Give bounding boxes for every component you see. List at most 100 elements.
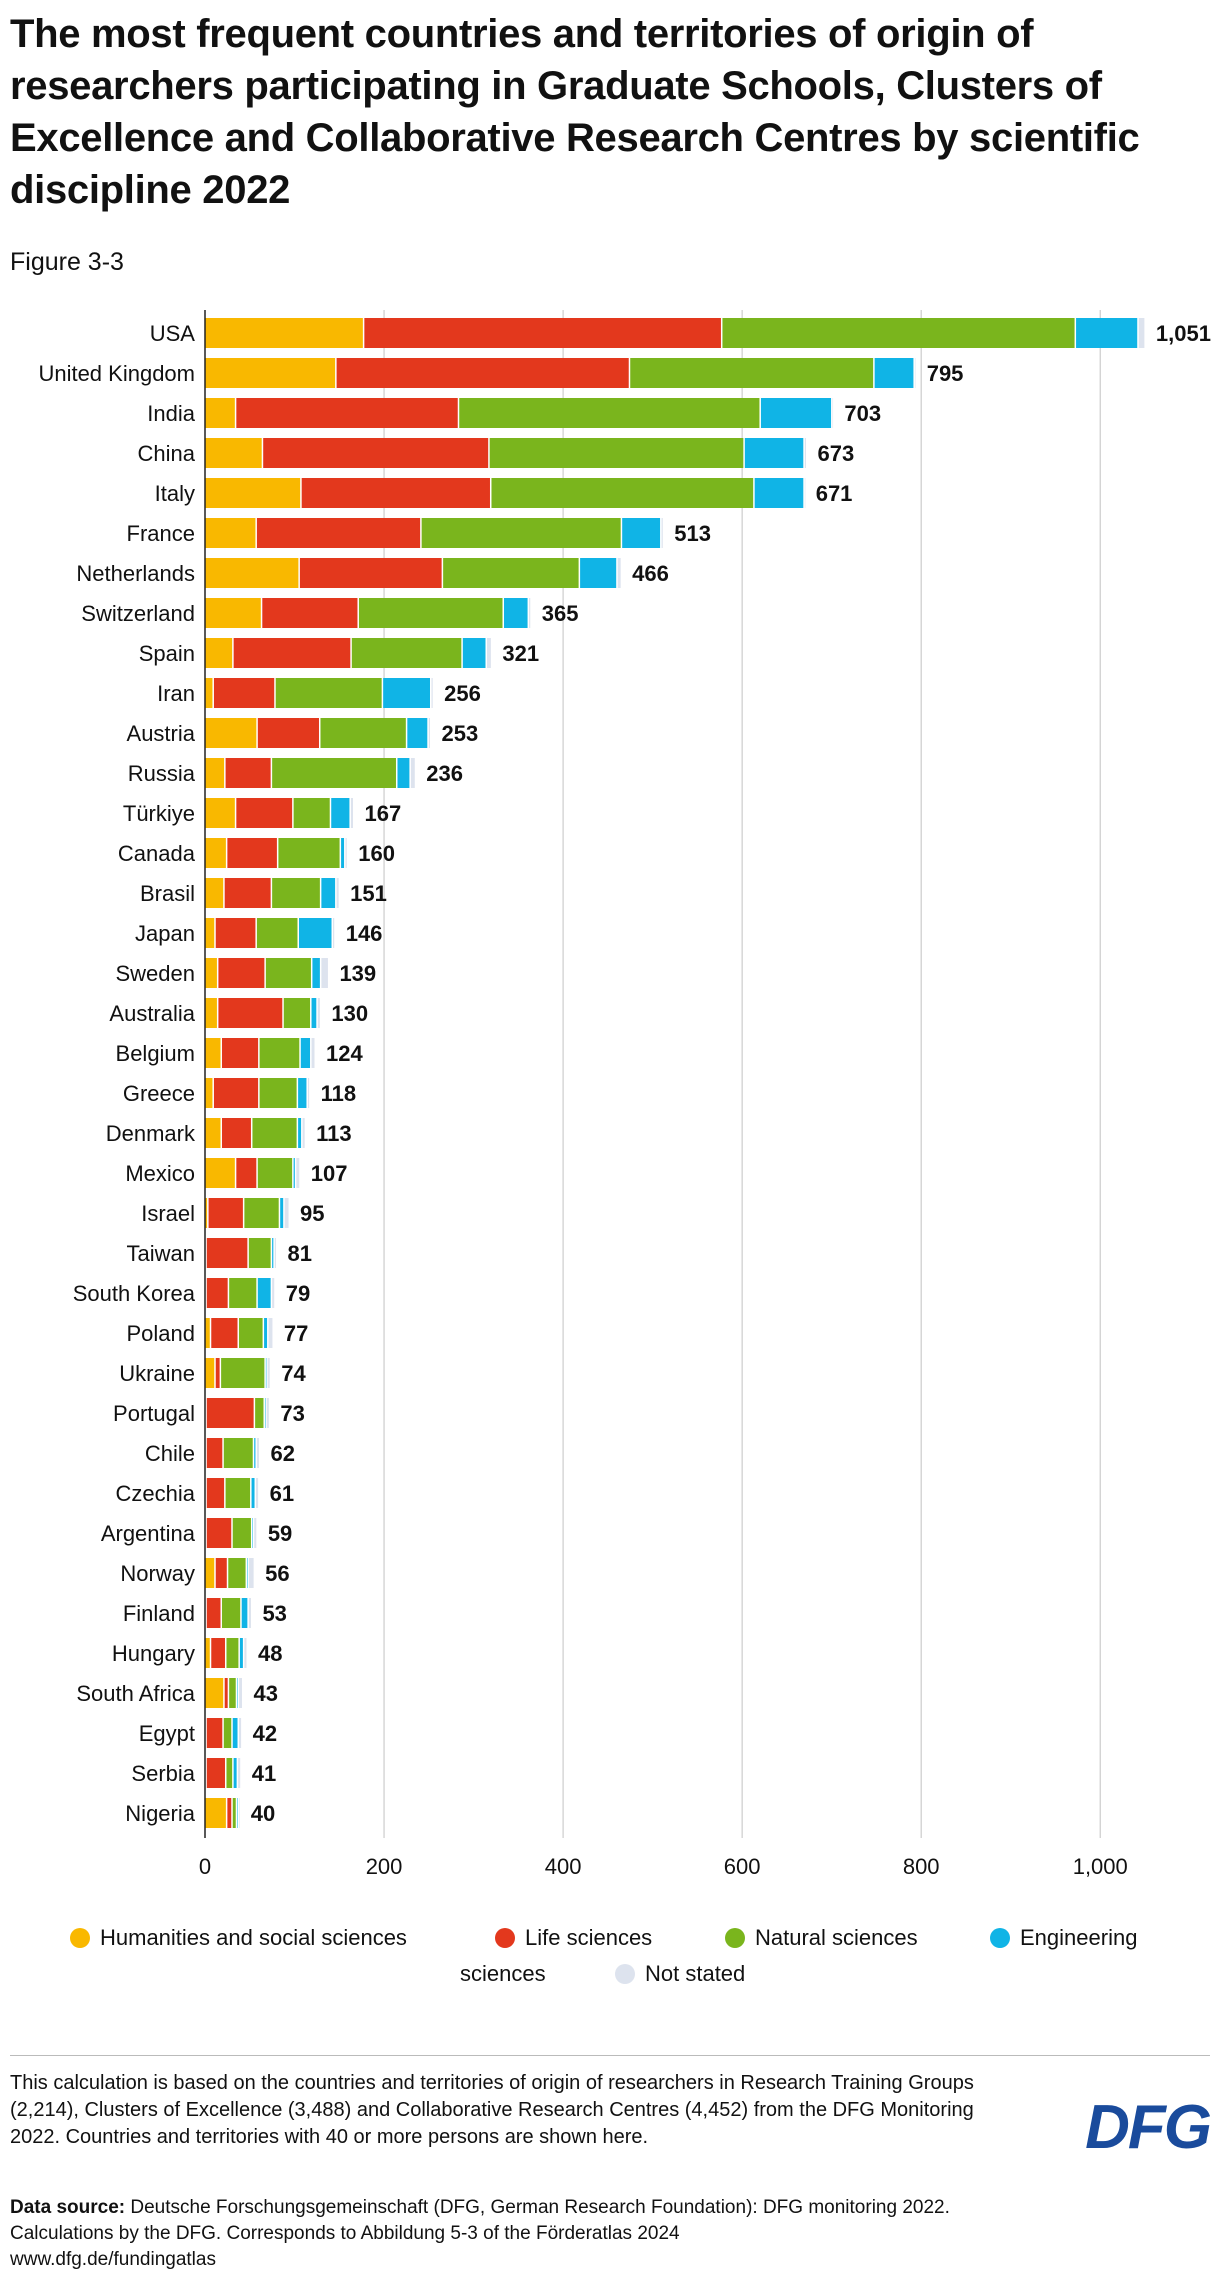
category-label: Belgium (116, 1041, 195, 1066)
bar-segment (206, 1398, 254, 1428)
total-label: 466 (632, 561, 669, 586)
bar-segment (222, 1038, 259, 1068)
bar-segment (225, 1478, 251, 1508)
category-label: United Kingdom (38, 361, 195, 386)
source-text: Deutsche Forschungsgemeinschaft (DFG, Ge… (10, 2197, 950, 2244)
bar-segment (487, 638, 491, 668)
bar-segment (265, 1358, 267, 1388)
category-label: Iran (157, 681, 195, 706)
bar-segment (223, 1718, 232, 1748)
legend-swatch-life-sciences (495, 1928, 515, 1948)
bar-segment (205, 718, 257, 748)
bar-segment (205, 1038, 221, 1068)
bar-segment (914, 358, 916, 388)
bar-segment (239, 1318, 263, 1348)
bar-segment (293, 1158, 295, 1188)
category-label: Taiwan (127, 1241, 195, 1266)
legend-label-sciences: sciences (460, 1961, 546, 1986)
bar-segment (205, 1318, 210, 1348)
bar-segment (237, 1798, 238, 1828)
bar-segment (268, 1318, 273, 1348)
bar-segment (312, 958, 320, 988)
x-tick-label: 600 (724, 1854, 761, 1879)
bar-segment (222, 1118, 251, 1148)
bar-segment (300, 1038, 311, 1068)
legend-swatch-not-stated (615, 1964, 635, 1984)
source-url[interactable]: www.dfg.de/fundingatlas (10, 2249, 216, 2270)
bar-segment (272, 1278, 275, 1308)
bar-segment (256, 1478, 259, 1508)
category-label: Italy (155, 481, 195, 506)
bar-segment (205, 558, 299, 588)
total-label: 48 (258, 1641, 282, 1666)
bar-segment (296, 1158, 300, 1188)
chart-title: The most frequent countries and territor… (10, 12, 1140, 212)
total-label: 81 (288, 1241, 312, 1266)
total-label: 59 (268, 1521, 292, 1546)
bar-segment (267, 1358, 270, 1388)
bar-segment (407, 718, 428, 748)
bar-segment (491, 478, 754, 508)
bar-segment (208, 1198, 243, 1228)
bar-segment (617, 558, 621, 588)
bar-segment (760, 398, 832, 428)
total-label: 118 (321, 1081, 357, 1106)
legend-label-natural-sciences: Natural sciences (755, 1925, 918, 1950)
bar-segment (239, 1718, 242, 1748)
category-label: Austria (127, 721, 196, 746)
bar-segment (205, 1638, 210, 1668)
bar-segment (238, 1758, 241, 1788)
total-label: 146 (346, 921, 383, 946)
category-label: Russia (128, 761, 196, 786)
bar-segment (222, 1598, 241, 1628)
bar-segment (874, 358, 914, 388)
category-label: Sweden (115, 961, 195, 986)
bar-segment (345, 838, 347, 868)
bar-segment (383, 678, 430, 708)
bar-segment (259, 1078, 297, 1108)
bar-segment (580, 558, 617, 588)
legend-item-not-stated: Not stated (615, 1961, 745, 1987)
bar-segment (205, 998, 217, 1028)
bar-segment (206, 1278, 228, 1308)
total-label: 74 (281, 1361, 306, 1386)
category-label: Switzerland (81, 601, 195, 626)
x-tick-label: 0 (199, 1854, 211, 1879)
total-label: 321 (502, 641, 539, 666)
bar-segment (213, 1078, 259, 1108)
bar-segment (459, 398, 760, 428)
bar-segment (205, 398, 235, 428)
total-label: 41 (252, 1761, 276, 1786)
bar-segment (256, 1438, 260, 1468)
bar-segment (428, 718, 430, 748)
bar-segment (278, 838, 340, 868)
stacked-bar-chart: 0 200 400 600 800 1,000 USA 1,051 United Kingdom… (38, 310, 1211, 1879)
bar-segment (232, 1798, 236, 1828)
bar-segment (256, 518, 421, 548)
bar-segment (364, 318, 721, 348)
legend-label-engineering: Engineering (1020, 1925, 1138, 1950)
bar-segment (205, 1198, 208, 1228)
bar-segment (227, 1798, 232, 1828)
total-label: 40 (251, 1801, 275, 1826)
bar-segment (744, 438, 804, 468)
bar-segment (284, 1198, 289, 1228)
x-tick-label: 200 (366, 1854, 403, 1879)
bar-segment (205, 1678, 224, 1708)
dfg-logo: DFG (1085, 2093, 1212, 2162)
bar-segment (239, 1798, 240, 1828)
category-label: Finland (123, 1601, 195, 1626)
bar-segment (248, 1558, 254, 1588)
category-label: South Africa (76, 1681, 195, 1706)
category-label: Greece (123, 1081, 195, 1106)
bar-segment (205, 1158, 235, 1188)
bar-segment (358, 598, 503, 628)
total-label: 95 (300, 1201, 324, 1226)
category-label: Canada (118, 841, 196, 866)
bar-segment (254, 1438, 256, 1468)
bar-segment (247, 1558, 248, 1588)
category-label: Japan (135, 921, 195, 946)
total-label: 673 (817, 441, 854, 466)
bar-segment (232, 1518, 251, 1548)
bar-segment (227, 838, 277, 868)
